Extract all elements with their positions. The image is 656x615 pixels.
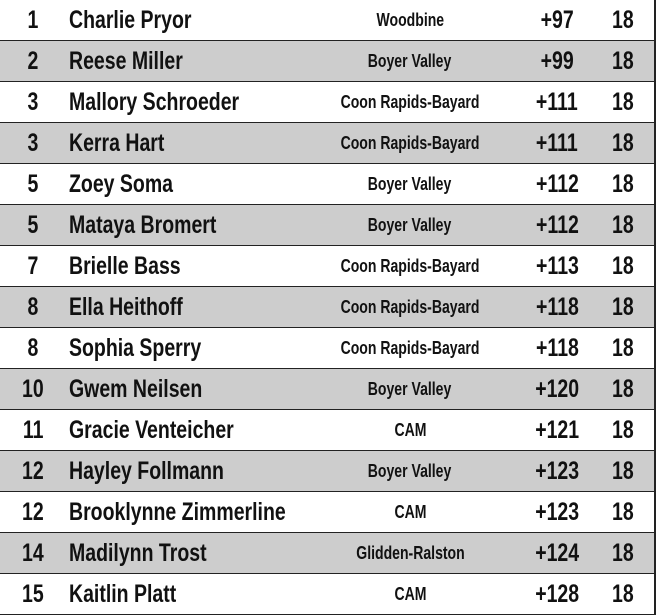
score: +118 [535,293,579,321]
holes: 18 [612,252,634,280]
player-name: Brooklynne Zimmerline [69,498,286,526]
holes: 18 [612,88,634,116]
holes: 18 [612,375,634,403]
score: +111 [536,129,578,157]
rank: 1 [27,6,39,34]
player-name: Mataya Bromert [69,211,217,239]
holes: 18 [612,170,634,198]
holes: 18 [612,6,634,34]
school: Boyer Valley [368,461,452,481]
score: +123 [535,457,579,485]
holes: 18 [612,129,634,157]
holes: 18 [612,211,634,239]
score: +118 [535,334,579,362]
rank: 12 [22,457,44,485]
school: Boyer Valley [368,51,452,71]
rank: 10 [22,375,44,403]
player-name: Sophia Sperry [69,334,202,362]
holes: 18 [612,293,634,321]
player-name: Hayley Follmann [69,457,224,485]
table-row: 8 Sophia Sperry Coon Rapids-Bayard +118 18 [0,328,654,369]
school: Coon Rapids-Bayard [340,133,480,153]
holes: 18 [612,416,634,444]
table-row: 5 Mataya Bromert Boyer Valley +112 18 [0,205,654,246]
school: Woodbine [376,10,444,30]
score: +120 [535,375,579,403]
rank: 3 [27,129,39,157]
rank: 11 [22,416,44,444]
school: Glidden-Ralston [355,543,465,563]
player-name: Kaitlin Platt [69,580,177,608]
holes: 18 [612,334,634,362]
rank: 5 [27,211,39,239]
score: +99 [540,47,574,75]
holes: 18 [612,47,634,75]
school: Coon Rapids-Bayard [340,92,480,112]
holes: 18 [612,457,634,485]
school: Boyer Valley [368,379,452,399]
player-name: Zoey Soma [69,170,174,198]
table-row: 3 Kerra Hart Coon Rapids-Bayard +111 18 [0,123,654,164]
score: +113 [535,252,579,280]
table-row: 12 Hayley Follmann Boyer Valley +123 18 [0,451,654,492]
score: +97 [540,6,574,34]
table-row: 3 Mallory Schroeder Coon Rapids-Bayard +111… [0,82,654,123]
rank: 3 [27,88,39,116]
rank: 8 [27,293,39,321]
table-row: 15 Kaitlin Platt CAM +128 18 [0,574,654,615]
score: +123 [535,498,579,526]
table-row: 5 Zoey Soma Boyer Valley +112 18 [0,164,654,205]
player-name: Madilynn Trost [69,539,207,567]
score: +128 [535,580,579,608]
table-row: 12 Brooklynne Zimmerline CAM +123 18 [0,492,654,533]
player-name: Gwem Neilsen [69,375,203,403]
score: +112 [535,211,579,239]
table-row: 2 Reese Miller Boyer Valley +99 18 [0,41,654,82]
player-name: Brielle Bass [69,252,181,280]
rank: 5 [27,170,39,198]
score: +112 [535,170,579,198]
player-name: Reese Miller [69,47,183,75]
holes: 18 [612,580,634,608]
school: CAM [394,584,426,604]
rank: 15 [22,580,44,608]
table-row: 8 Ella Heithoff Coon Rapids-Bayard +118 18 [0,287,654,328]
table-row: 10 Gwem Neilsen Boyer Valley +120 18 [0,369,654,410]
school: Boyer Valley [368,215,452,235]
rank: 14 [22,539,44,567]
rank: 2 [27,47,39,75]
score: +124 [535,539,579,567]
school: Coon Rapids-Bayard [340,256,480,276]
school: CAM [394,420,426,440]
score: +121 [535,416,579,444]
rank: 12 [22,498,44,526]
player-name: Kerra Hart [69,129,165,157]
school: Boyer Valley [368,174,452,194]
table-row: 11 Gracie Venteicher CAM +121 18 [0,410,654,451]
table-row: 14 Madilynn Trost Glidden-Ralston +124 18 [0,533,654,574]
player-name: Gracie Venteicher [69,416,234,444]
rank: 8 [27,334,39,362]
holes: 18 [612,539,634,567]
player-name: Ella Heithoff [69,293,183,321]
player-name: Mallory Schroeder [69,88,240,116]
table-row: 1 Charlie Pryor Woodbine +97 18 [0,0,654,41]
rank: 7 [27,252,39,280]
score: +111 [536,88,578,116]
holes: 18 [612,498,634,526]
school: CAM [394,502,426,522]
school: Coon Rapids-Bayard [340,297,480,317]
table-row: 7 Brielle Bass Coon Rapids-Bayard +113 18 [0,246,654,287]
player-name: Charlie Pryor [69,6,192,34]
school: Coon Rapids-Bayard [340,338,480,358]
